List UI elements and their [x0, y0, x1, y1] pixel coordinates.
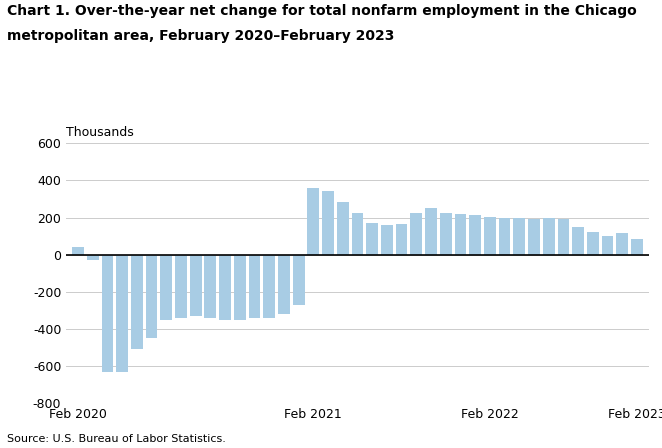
Text: Source: U.S. Bureau of Labor Statistics.: Source: U.S. Bureau of Labor Statistics. [7, 434, 226, 444]
Bar [205, 255, 216, 318]
Bar [425, 208, 437, 255]
Bar [381, 225, 393, 255]
Bar [72, 247, 84, 255]
Bar [602, 236, 614, 255]
Bar [101, 255, 113, 372]
Bar [337, 202, 349, 255]
Bar [514, 218, 525, 255]
Bar [557, 219, 569, 255]
Text: Thousands: Thousands [66, 126, 134, 139]
Bar [249, 255, 260, 318]
Bar [528, 220, 540, 255]
Bar [352, 213, 363, 255]
Bar [440, 213, 451, 255]
Text: Chart 1. Over-the-year net change for total nonfarm employment in the Chicago: Chart 1. Over-the-year net change for to… [7, 4, 636, 18]
Bar [616, 233, 628, 255]
Bar [117, 255, 128, 372]
Text: metropolitan area, February 2020–February 2023: metropolitan area, February 2020–Februar… [7, 29, 394, 43]
Bar [307, 188, 319, 255]
Bar [484, 217, 496, 255]
Bar [396, 224, 408, 255]
Bar [219, 255, 231, 320]
Bar [160, 255, 172, 320]
Bar [278, 255, 290, 314]
Bar [234, 255, 246, 320]
Bar [631, 239, 643, 255]
Bar [587, 232, 598, 255]
Bar [293, 255, 305, 305]
Bar [175, 255, 187, 318]
Bar [263, 255, 275, 318]
Bar [455, 214, 466, 255]
Bar [469, 215, 481, 255]
Bar [322, 191, 334, 255]
Bar [410, 213, 422, 255]
Bar [498, 218, 510, 255]
Bar [87, 255, 99, 260]
Bar [131, 255, 143, 349]
Bar [366, 223, 378, 255]
Bar [543, 218, 555, 255]
Bar [572, 227, 584, 255]
Bar [190, 255, 201, 316]
Bar [146, 255, 158, 338]
